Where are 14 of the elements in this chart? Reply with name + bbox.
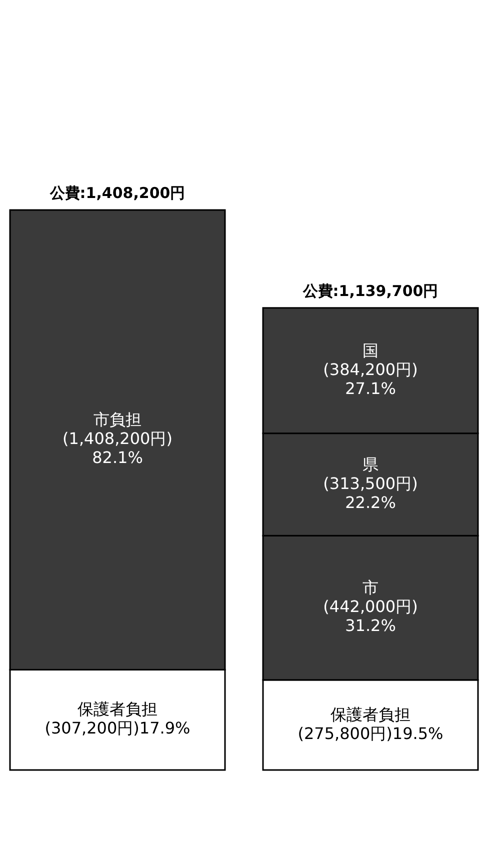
data-label: (313,500円) 22.2% <box>323 474 418 512</box>
data-label: (442,000円) 31.2% <box>323 597 418 636</box>
series-label: 市 <box>362 578 378 598</box>
data-label: (1,408,200円) 82.1% <box>62 429 172 468</box>
text: 保護者負担 <box>78 700 158 719</box>
data-label: (307,200円)17.9% <box>44 718 190 738</box>
annotation: 公費:1,139,700円 <box>302 282 438 300</box>
series-label: 市負担 <box>94 410 142 430</box>
text: 公費:1,408,200円 <box>48 184 186 202</box>
data-label: (275,800円)19.5% <box>298 724 444 743</box>
series-label: 国 <box>362 340 378 360</box>
series-label: 県 <box>362 454 378 474</box>
data-label: (384,200円) 27.1% <box>323 360 418 398</box>
series-label: 保護者負担 <box>330 704 410 724</box>
